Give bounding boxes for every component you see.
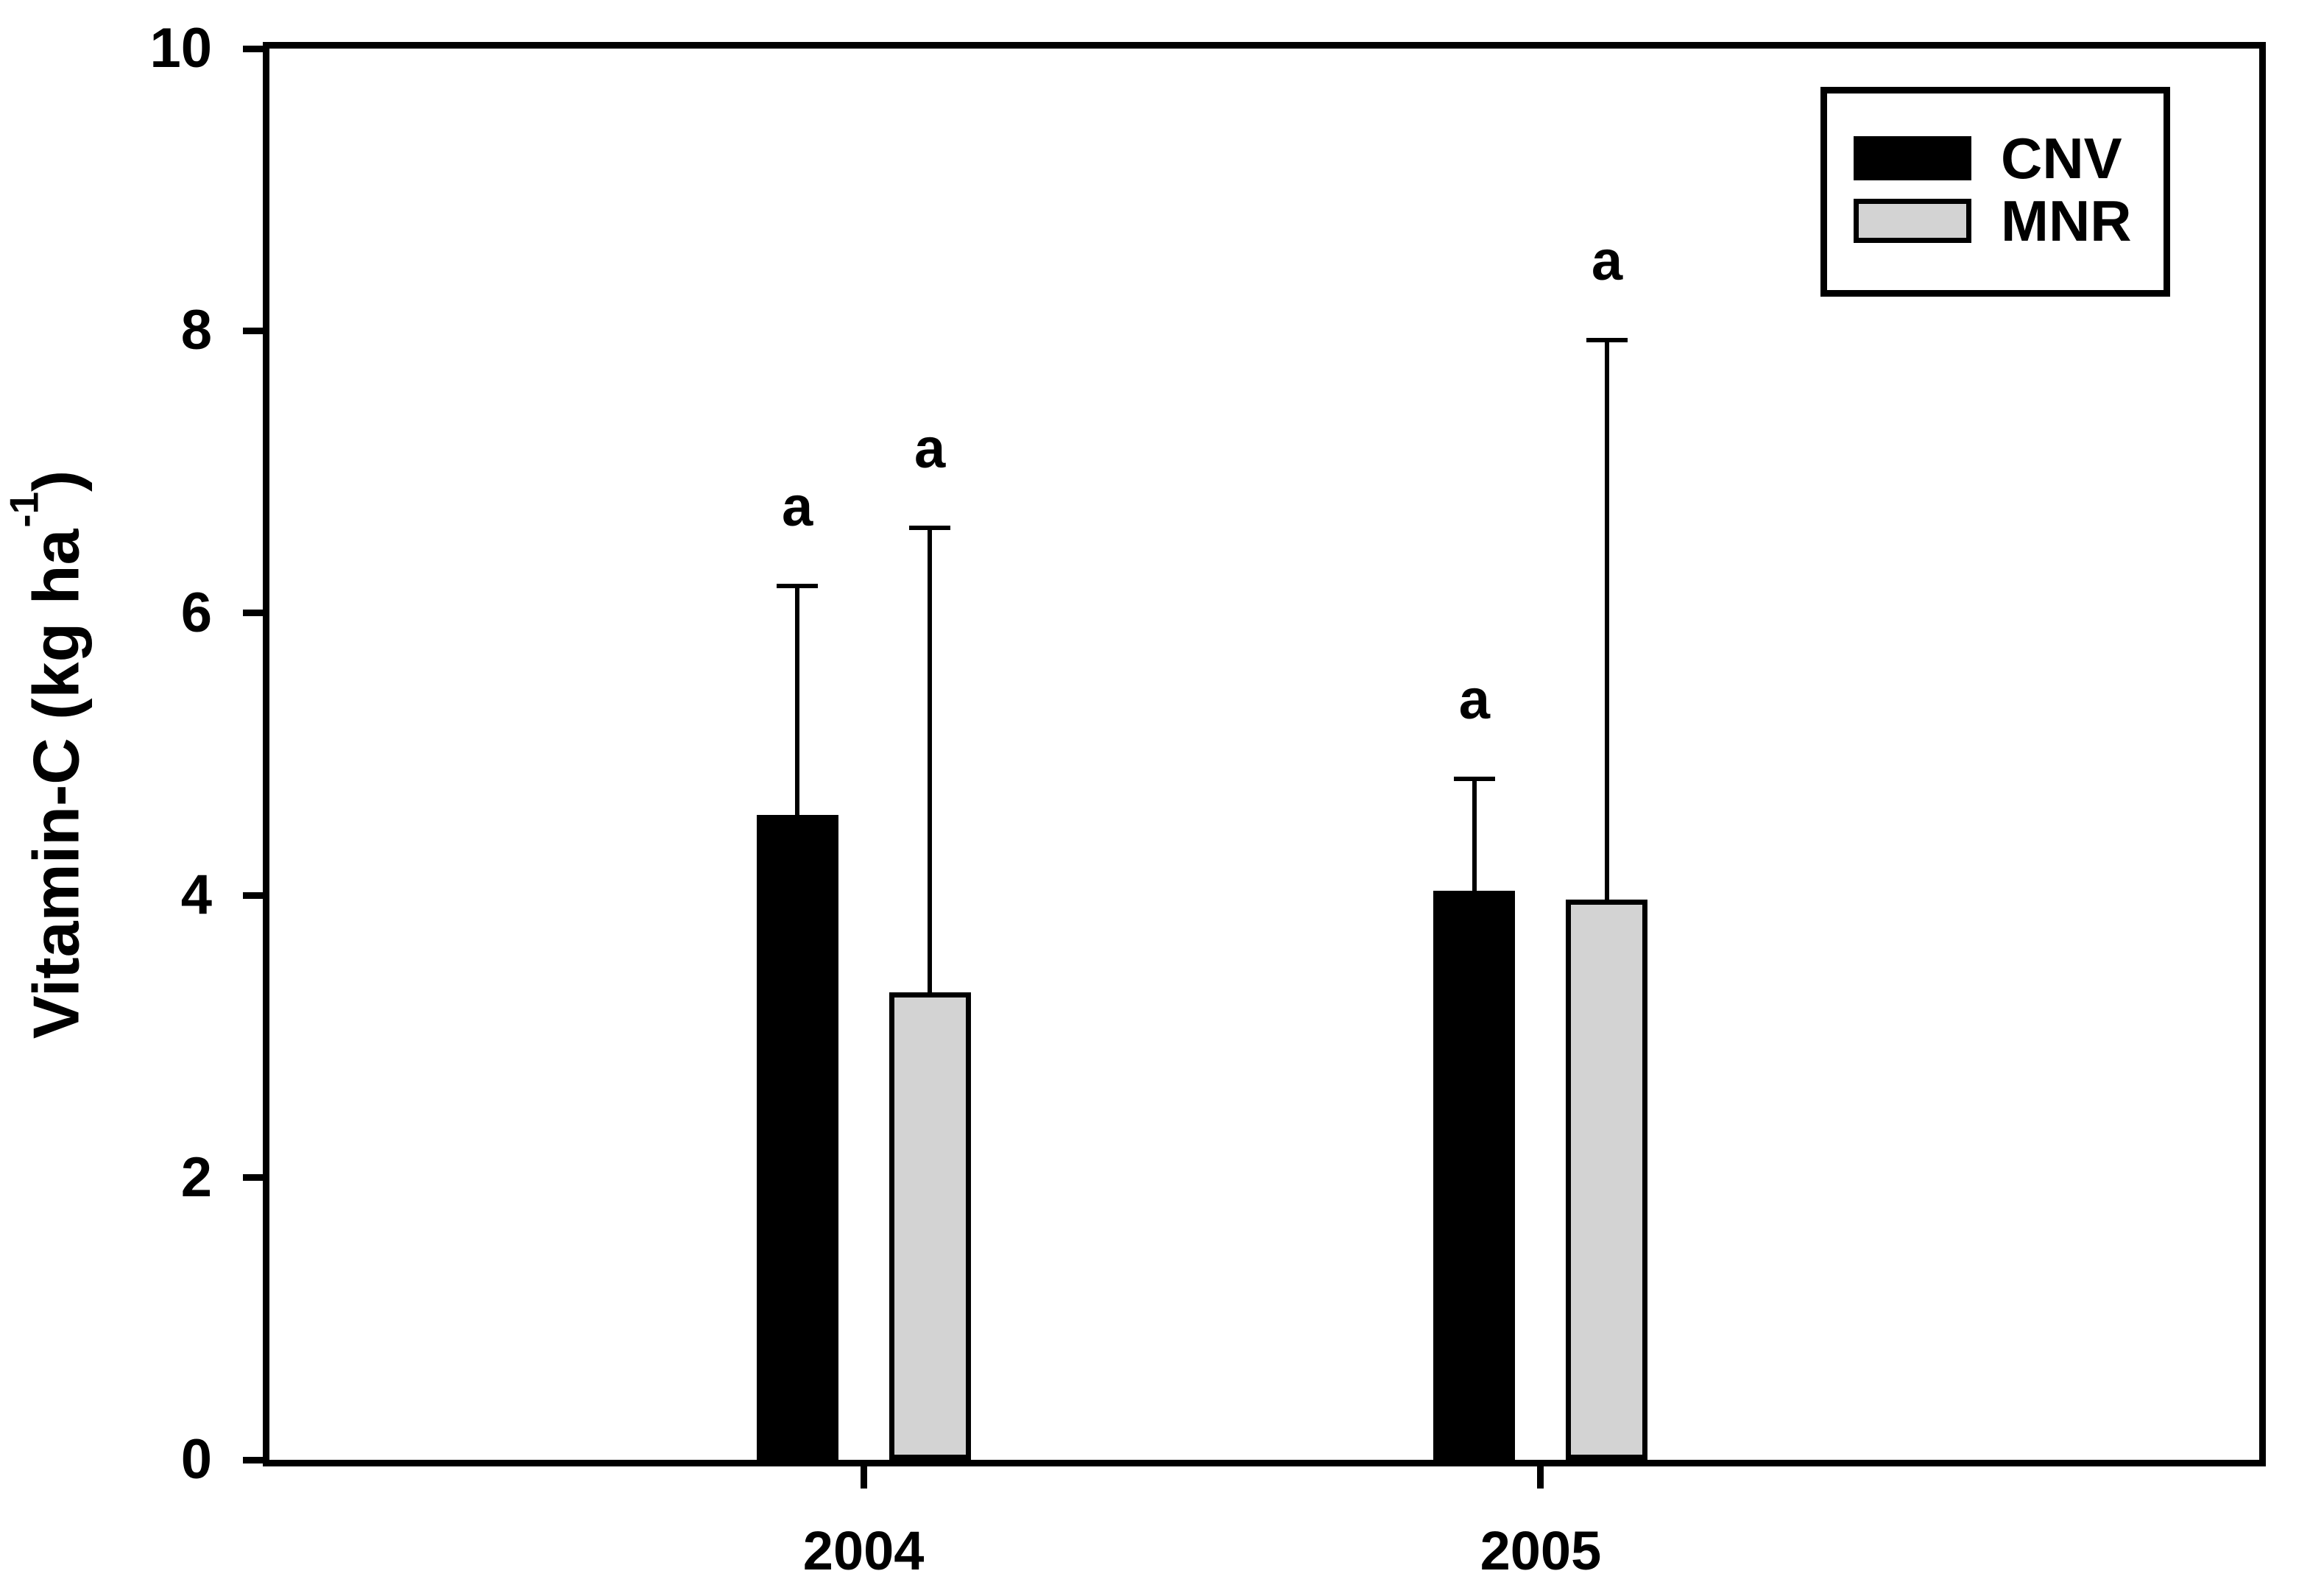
- error-bar-line: [928, 525, 933, 993]
- error-bar-cap: [909, 525, 951, 530]
- x-axis-tick: [860, 1466, 867, 1489]
- y-axis-tick: [243, 891, 263, 899]
- y-axis-label-close: ): [19, 470, 92, 492]
- y-tick-label: 4: [180, 864, 212, 927]
- y-axis-tick: [243, 1456, 263, 1463]
- plot-area: 2004 a a 2005 a a 0 2 4 6 8 10: [149, 19, 2266, 1578]
- y-axis-tick: [243, 610, 263, 617]
- significance-letter: a: [914, 417, 946, 480]
- bar-cnv-2005: [1433, 891, 1516, 1460]
- error-bar-cap: [1586, 338, 1628, 342]
- error-bar-line: [1604, 338, 1609, 900]
- legend: CNV MNR: [1820, 87, 2170, 297]
- legend-swatch-mnr: [1854, 199, 1971, 243]
- legend-label-cnv: CNV: [2001, 126, 2122, 191]
- y-tick-label: 8: [180, 299, 212, 362]
- bar-mnr-2004: [889, 992, 971, 1460]
- legend-item-mnr: MNR: [1854, 188, 2164, 253]
- significance-letter: a: [1591, 230, 1623, 292]
- error-bar-line: [795, 583, 800, 815]
- y-axis-label: Vitamin-C (kg ha-1): [1, 470, 93, 1039]
- y-axis-tick: [243, 327, 263, 334]
- significance-letter: a: [781, 475, 813, 538]
- y-tick-label: 2: [180, 1145, 212, 1209]
- y-tick-label: 10: [149, 17, 212, 80]
- x-axis-tick: [1537, 1466, 1544, 1489]
- x-tick-label: 2004: [802, 1520, 925, 1581]
- y-tick-label: 0: [180, 1428, 212, 1491]
- error-bar-line: [1472, 777, 1477, 891]
- legend-label-mnr: MNR: [2001, 188, 2132, 253]
- legend-swatch-cnv: [1854, 136, 1971, 180]
- significance-letter: a: [1458, 668, 1491, 732]
- bar-mnr-2005: [1566, 899, 1648, 1460]
- y-axis-label-superscript: -1: [1, 491, 47, 528]
- error-bar-cap: [1453, 777, 1495, 782]
- bar-cnv-2004: [756, 814, 838, 1460]
- y-axis-tick: [243, 1174, 263, 1182]
- x-tick-label: 2005: [1480, 1520, 1602, 1581]
- legend-item-cnv: CNV: [1854, 126, 2164, 191]
- y-axis-tick: [243, 45, 263, 52]
- y-axis-label-wrap: Vitamin-C (kg ha-1): [1, 42, 107, 1466]
- error-bar-cap: [777, 583, 819, 588]
- y-tick-label: 6: [180, 581, 212, 644]
